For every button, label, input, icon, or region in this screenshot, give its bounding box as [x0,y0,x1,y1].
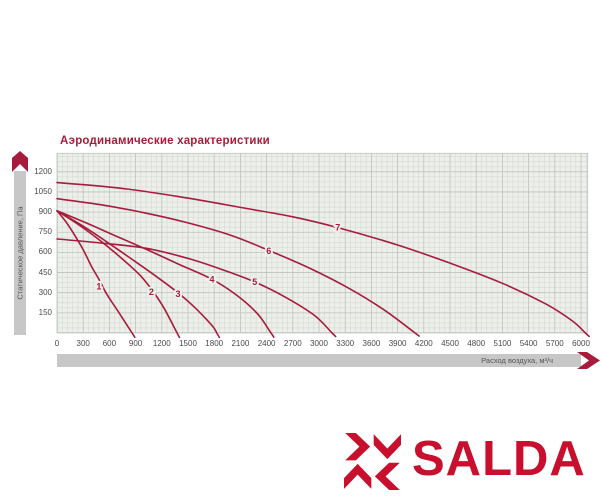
y-tick-label: 750 [38,227,52,237]
right-arrow-icon [577,352,600,369]
curve-label-5: 5 [252,277,257,287]
x-tick-label: 300 [76,339,90,348]
x-tick-label: 4200 [414,339,433,348]
plot-background [57,153,588,333]
fan-curve-1 [56,210,136,338]
y-axis-title-bar: Статическое давление, Па [14,171,26,335]
fan-curve-5 [56,238,337,338]
x-tick-label: 1200 [152,339,171,348]
curve-label-6: 6 [266,246,271,256]
x-tick-label: 2400 [257,339,276,348]
y-tick-label: 1200 [34,166,52,176]
salda-logo-text: SALDA [412,432,586,486]
fan-curve-4 [56,210,275,338]
x-tick-label: 1800 [205,339,224,348]
curve-label-7: 7 [335,223,340,233]
y-tick-label: 1050 [34,186,52,196]
x-tick-label: 3300 [336,339,355,348]
x-tick-label: 900 [128,339,143,348]
x-tick-label: 4800 [467,339,486,348]
fan-curve-3 [56,210,221,339]
up-arrow-icon [12,151,28,172]
x-tick-label: 5700 [545,339,564,348]
x-tick-label: 2100 [231,339,250,348]
x-tick-label: 5400 [519,339,538,348]
x-tick-label: 6000 [572,339,590,348]
x-tick-label: 600 [102,339,117,348]
x-tick-label: 0 [54,339,60,348]
page-title: Аэродинамические характеристики [60,135,270,147]
x-axis-title-bar: Расход воздуха, м³/ч [57,354,581,367]
x-axis-title: Расход воздуха, м³/ч [481,356,553,365]
y-axis-title: Статическое давление, Па [15,206,25,300]
x-tick-label: 2700 [283,339,302,348]
fan-curve-7 [56,181,590,338]
salda-logo: SALDA [344,432,596,492]
x-tick-label: 4500 [441,339,459,348]
y-tick-label: 300 [38,287,52,297]
curve-label-4: 4 [210,274,215,284]
y-tick-label: 600 [38,247,52,257]
curve-label-3: 3 [175,289,180,299]
curve-label-2: 2 [149,287,154,297]
x-tick-label: 3600 [362,339,381,348]
x-tick-label: 3900 [388,339,407,348]
y-tick-label: 900 [38,207,52,217]
curve-label-1: 1 [96,282,101,292]
grid-minor [57,153,588,333]
x-tick-label: 1500 [179,339,197,348]
y-tick-label: 150 [38,307,52,317]
fan-curve-2 [56,210,181,339]
x-tick-label: 3000 [310,339,328,348]
y-tick-label: 450 [38,267,52,277]
x-tick-label: 5100 [493,339,512,348]
chart-plot-area: 1 2 3 4 5 6 7 [56,152,590,339]
fan-curve-6 [56,197,420,337]
salda-logo-icon [344,433,401,490]
